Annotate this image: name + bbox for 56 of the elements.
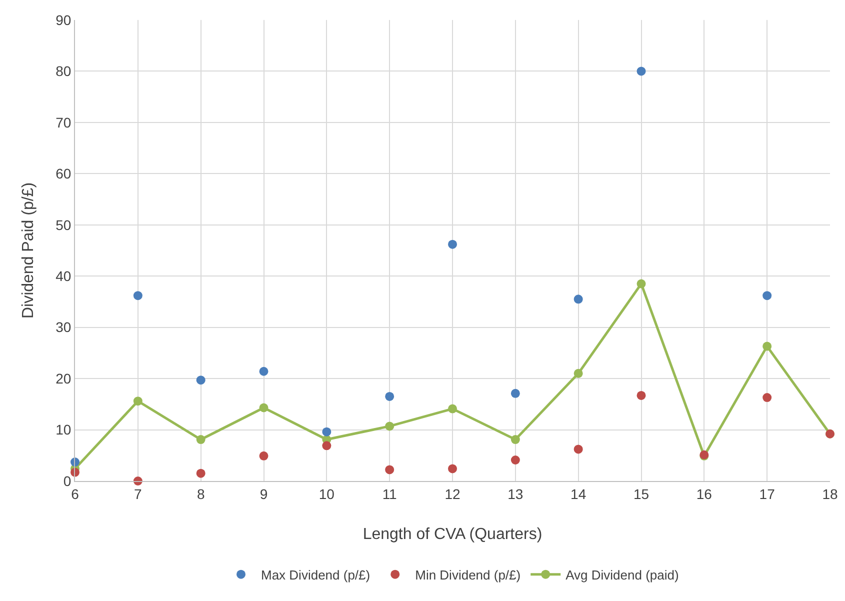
y-tick-label: 80 bbox=[56, 63, 72, 80]
y-tick-label: 70 bbox=[56, 114, 72, 130]
point bbox=[636, 390, 646, 400]
point bbox=[385, 422, 394, 431]
x-tick-label: 7 bbox=[134, 486, 142, 502]
x-tick-label: 18 bbox=[822, 486, 838, 502]
x-tick-label: 11 bbox=[382, 486, 398, 502]
x-tick-label: 16 bbox=[696, 486, 712, 502]
y-tick-label: 90 bbox=[56, 12, 72, 28]
x-tick-label: 6 bbox=[71, 486, 80, 502]
x-tick-label: 17 bbox=[759, 486, 776, 502]
x-tick-label: 13 bbox=[508, 486, 524, 502]
point bbox=[196, 468, 206, 478]
point bbox=[259, 451, 268, 460]
point bbox=[636, 279, 646, 288]
point bbox=[762, 342, 772, 351]
point bbox=[448, 464, 457, 474]
point bbox=[196, 435, 206, 444]
y-tick-label: 60 bbox=[56, 166, 72, 182]
y-tick-label: 40 bbox=[56, 268, 72, 284]
point bbox=[574, 368, 583, 378]
y-tick-label: 30 bbox=[56, 319, 72, 336]
point bbox=[385, 465, 394, 474]
point bbox=[322, 427, 332, 436]
x-tick-label: 9 bbox=[260, 486, 268, 502]
x-tick-label: 15 bbox=[633, 486, 650, 502]
legend-label: Avg Dividend (paid) bbox=[566, 567, 679, 582]
legend-label: Max Dividend (p/£) bbox=[261, 567, 370, 582]
point bbox=[762, 393, 772, 402]
x-tick-label: 10 bbox=[318, 486, 335, 502]
point bbox=[448, 404, 457, 414]
point bbox=[510, 388, 520, 398]
y-tick-label: 10 bbox=[56, 422, 72, 438]
x-axis-title: Length of CVA (Quarters) bbox=[362, 526, 542, 543]
x-tick-label: 8 bbox=[196, 486, 205, 502]
point bbox=[448, 240, 457, 249]
point bbox=[385, 392, 394, 401]
y-tick-label: 0 bbox=[63, 472, 72, 489]
point bbox=[259, 366, 268, 376]
point bbox=[510, 456, 520, 464]
point bbox=[510, 435, 520, 444]
y-tick-label: 50 bbox=[56, 216, 72, 233]
y-axis-title: Dividend Paid (p/£) bbox=[20, 182, 37, 319]
x-tick-label: 12 bbox=[444, 486, 460, 502]
y-tick-label: 20 bbox=[56, 370, 72, 386]
point bbox=[322, 441, 332, 450]
point bbox=[636, 66, 646, 76]
point bbox=[133, 291, 142, 300]
point bbox=[574, 294, 583, 304]
point bbox=[196, 376, 206, 385]
legend-label: Min Dividend (p/£) bbox=[415, 567, 521, 582]
x-tick-label: 14 bbox=[570, 486, 586, 502]
point bbox=[259, 403, 268, 412]
point bbox=[133, 396, 142, 406]
point bbox=[574, 444, 583, 454]
point bbox=[762, 291, 772, 300]
